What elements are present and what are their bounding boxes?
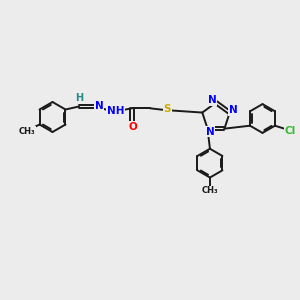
Text: N: N — [95, 101, 103, 111]
Text: N: N — [229, 105, 238, 115]
Text: N: N — [208, 95, 217, 105]
Text: Cl: Cl — [285, 125, 296, 136]
Text: N: N — [206, 127, 214, 136]
Text: H: H — [76, 93, 84, 103]
Text: S: S — [164, 104, 171, 115]
Text: CH₃: CH₃ — [202, 186, 218, 195]
Text: O: O — [129, 122, 137, 132]
Text: CH₃: CH₃ — [19, 127, 35, 136]
Text: NH: NH — [107, 106, 124, 116]
